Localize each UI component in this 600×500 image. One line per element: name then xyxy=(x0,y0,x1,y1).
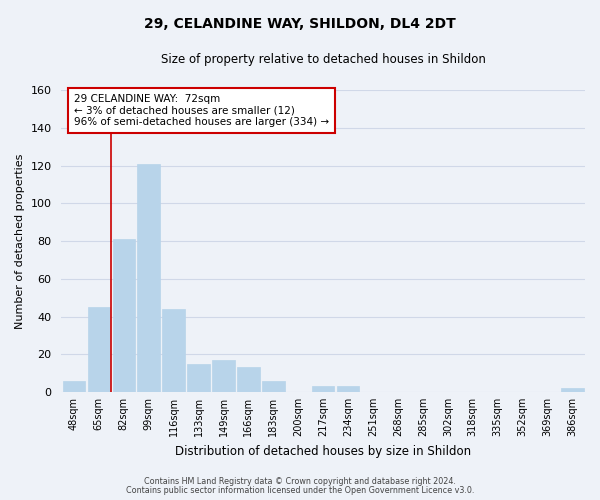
Bar xyxy=(562,388,584,392)
Bar xyxy=(237,368,260,392)
Bar xyxy=(163,309,185,392)
Bar xyxy=(113,239,135,392)
Bar xyxy=(337,386,359,392)
Bar xyxy=(312,386,334,392)
Text: 29, CELANDINE WAY, SHILDON, DL4 2DT: 29, CELANDINE WAY, SHILDON, DL4 2DT xyxy=(144,18,456,32)
X-axis label: Distribution of detached houses by size in Shildon: Distribution of detached houses by size … xyxy=(175,444,471,458)
Bar xyxy=(137,164,160,392)
Text: Contains HM Land Registry data © Crown copyright and database right 2024.: Contains HM Land Registry data © Crown c… xyxy=(144,477,456,486)
Bar xyxy=(212,360,235,392)
Bar xyxy=(187,364,210,392)
Bar xyxy=(262,380,284,392)
Title: Size of property relative to detached houses in Shildon: Size of property relative to detached ho… xyxy=(161,52,485,66)
Text: 29 CELANDINE WAY:  72sqm
← 3% of detached houses are smaller (12)
96% of semi-de: 29 CELANDINE WAY: 72sqm ← 3% of detached… xyxy=(74,94,329,127)
Text: Contains public sector information licensed under the Open Government Licence v3: Contains public sector information licen… xyxy=(126,486,474,495)
Bar xyxy=(62,380,85,392)
Y-axis label: Number of detached properties: Number of detached properties xyxy=(15,154,25,329)
Bar xyxy=(88,307,110,392)
